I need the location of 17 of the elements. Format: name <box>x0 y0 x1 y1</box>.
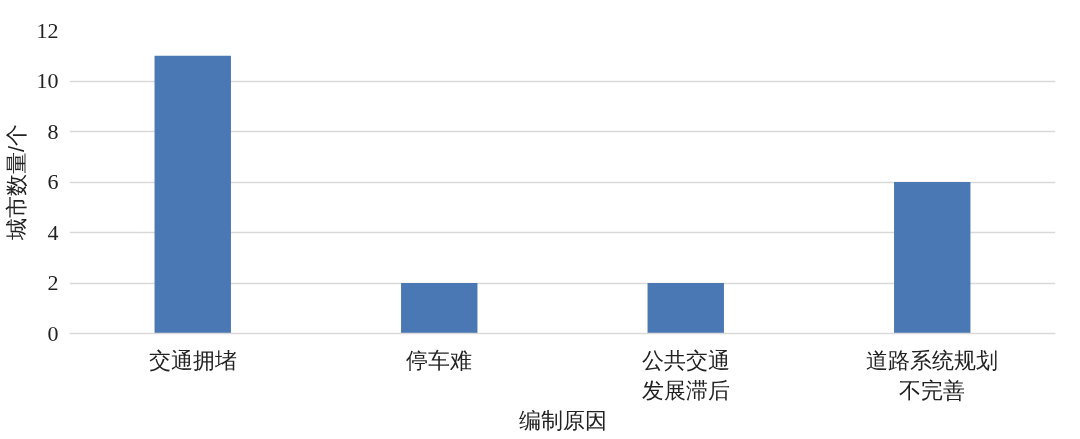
y-tick-label: 0 <box>47 320 59 346</box>
bar <box>401 283 478 334</box>
x-axis-title: 编制原因 <box>518 407 607 433</box>
y-tick-label: 2 <box>47 270 59 295</box>
y-tick-label: 8 <box>47 118 59 144</box>
y-tick-label: 6 <box>47 169 59 194</box>
x-tick-label: 道路系统规划不完善 <box>866 347 999 403</box>
bar <box>894 182 971 334</box>
y-tick-label: 4 <box>47 219 59 245</box>
y-tick-label: 10 <box>36 68 59 93</box>
bar <box>647 283 724 334</box>
x-tick-label: 交通拥堵 <box>148 347 237 373</box>
x-tick-label: 停车难 <box>406 347 473 373</box>
x-tick-label: 公共交通发展滞后 <box>641 347 730 403</box>
y-axis-title: 城市数量/个 <box>3 123 29 242</box>
y-tick-label: 12 <box>36 17 59 43</box>
bar <box>154 55 231 334</box>
